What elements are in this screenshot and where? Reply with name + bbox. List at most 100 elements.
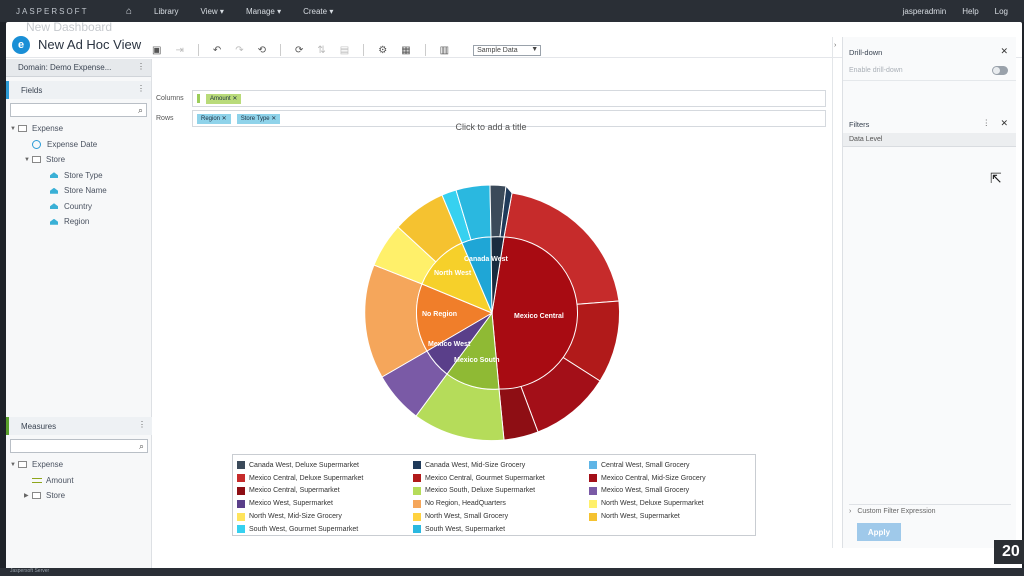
drilldown-header: Drill-down ✕ [843,43,1016,61]
switch-axis-icon[interactable]: ⟳ [295,44,304,56]
drag-handle-icon[interactable] [197,94,200,103]
search-icon[interactable]: ⌕ [138,441,144,451]
legend-item[interactable]: Canada West, Mid-Size Grocery [413,459,589,472]
sunburst-chart[interactable]: Mexico Central No Region North West Mexi… [352,185,628,441]
format-icon[interactable]: ▦ [401,44,411,56]
measures-header[interactable]: Measures ⋮ [6,417,152,435]
legend-item[interactable]: Mexico Central, Mid-Size Grocery [589,472,759,485]
gear-icon[interactable]: ⚙ [378,44,388,56]
tree-item-store[interactable]: ▼ Store [10,152,151,168]
slice-inner-canada-west[interactable] [490,236,505,314]
save-icon[interactable]: ▣ [152,44,162,56]
kebab-menu-icon[interactable]: ⋮ [982,118,991,127]
legend-item[interactable]: North West, Supermarket [589,510,759,523]
chart-title-placeholder[interactable]: Click to add a title [455,122,527,132]
slice-inner-north-west[interactable] [421,242,493,314]
legend-item[interactable]: Mexico Central, Deluxe Supermarket [237,472,413,485]
kebab-menu-icon[interactable]: ⋮ [137,62,145,71]
slice-inner-mexico-central[interactable] [491,236,579,390]
legend-label: North West, Deluxe Supermarket [601,500,704,508]
fields-search-input[interactable]: ⌕ [10,103,147,117]
fields-header[interactable]: Fields ⋮ [6,81,151,99]
tree-item-expense[interactable]: ▼ Expense [10,457,152,473]
pill-label: Store Type [240,115,270,122]
legend-item[interactable]: Mexico South, Deluxe Supermarket [413,485,589,498]
columns-pill-amount[interactable]: Amount ✕ [206,93,242,104]
tree-item-expense[interactable]: ▼ Expense [10,121,151,137]
tree-item-country[interactable]: Country [10,199,151,215]
legend-swatch [237,461,245,470]
legend-label: North West, Mid-Size Grocery [249,513,342,521]
legend-item[interactable]: South West, Supermarket [413,523,589,536]
legend-item[interactable]: No Region, HeadQuarters [413,497,589,510]
fields-menu-icon[interactable]: ⋮ [137,84,145,93]
close-icon[interactable]: ✕ [1000,118,1008,128]
nav-library[interactable]: Library [154,6,179,16]
sort-icon[interactable]: ⇅ [317,44,326,56]
tree-item-label: Expense [32,124,64,134]
legend-item[interactable]: North West, Deluxe Supermarket [589,497,759,510]
custom-filter-expression[interactable]: › Custom Filter Expression [849,504,1011,518]
tree-item-store-name[interactable]: Store Name [10,183,151,199]
caret-right-icon[interactable]: ▶ [24,493,29,500]
data-source-select[interactable]: Sample Data ▼ [473,44,542,56]
legend-item[interactable]: North West, Mid-Size Grocery [237,510,413,523]
columns-drop-box[interactable]: Amount ✕ [192,90,826,107]
legend-item[interactable]: Central West, Small Grocery [589,459,759,472]
help-link[interactable]: Help [962,6,979,16]
legend-item[interactable]: Mexico West, Supermarket [237,497,413,510]
query-icon[interactable]: ▤ [339,44,350,56]
legend-item[interactable]: North West, Small Grocery [413,510,589,523]
nav-manage[interactable]: Manage ▾ [245,6,282,16]
pill-label: Amount [210,95,231,102]
nav-view[interactable]: View ▾ [200,6,224,16]
caret-down-icon[interactable]: ▼ [24,156,30,163]
domain-selector[interactable]: Domain: Demo Expense... ⋮ [6,59,151,77]
drilldown-toggle[interactable] [992,66,1008,75]
toolbar-divider [280,44,282,56]
undo-icon[interactable]: ↶ [212,44,222,56]
pie-label-mexico-south: Mexico South [454,357,500,364]
slice-inner-no-region[interactable] [415,283,494,352]
rows-pill-region[interactable]: Region ✕ [197,113,231,124]
measures-menu-icon[interactable]: ⋮ [138,420,146,429]
redo-icon[interactable]: ↷ [235,44,244,56]
search-icon[interactable]: ⌕ [137,105,143,115]
tree-item-store[interactable]: ▶ Store [10,488,152,504]
legend-item[interactable]: Mexico Central, Gourmet Supermarket [413,472,589,485]
adhoc-view-icon: e [12,35,30,54]
rows-pill-store-type[interactable]: Store Type ✕ [236,113,281,124]
legend-label: Mexico West, Small Grocery [601,487,690,495]
caret-down-icon[interactable]: ▼ [10,125,16,132]
export-icon[interactable]: ⇥ [175,44,184,56]
legend-swatch [237,499,245,508]
legend-swatch [237,525,245,534]
legend-item[interactable]: Mexico West, Small Grocery [589,485,759,498]
measures-search-input[interactable]: ⌕ [10,439,148,453]
undo-all-icon[interactable]: ⟲ [257,44,267,56]
legend-swatch [589,474,597,483]
nav-create[interactable]: Create ▾ [303,6,334,16]
tree-item-store-type[interactable]: Store Type [10,168,151,184]
tree-item-label: Store Type [64,170,103,180]
close-icon[interactable]: ✕ [1000,46,1008,56]
dimension-icon [50,172,58,179]
caret-down-icon[interactable]: ▼ [10,461,16,468]
chart-type-icon[interactable]: ▥ [439,44,450,56]
panel-splitter[interactable] [832,37,840,548]
user-name[interactable]: jasperadmin [902,6,947,16]
legend-item[interactable]: Mexico Central, Supermarket [237,485,413,498]
tree-item-amount[interactable]: Amount [10,473,152,489]
chevron-right-icon[interactable]: › [834,42,837,49]
fields-header-label: Fields [21,85,43,95]
toolbar-divider [363,44,365,56]
legend-item[interactable]: South West, Gourmet Supermarket [237,523,413,536]
logout-link[interactable]: Log [994,6,1008,16]
tree-item-region[interactable]: Region [10,214,151,230]
tree-item-expense-date[interactable]: Expense Date [10,137,151,153]
rows-drop-box[interactable]: Region ✕ Store Type ✕ [192,110,826,127]
data-level-row[interactable]: Data Level [843,133,1016,147]
apply-button[interactable]: Apply [857,523,901,541]
legend-item[interactable]: Canada West, Deluxe Supermarket [237,459,413,472]
home-icon[interactable]: ⌂ [126,5,133,17]
